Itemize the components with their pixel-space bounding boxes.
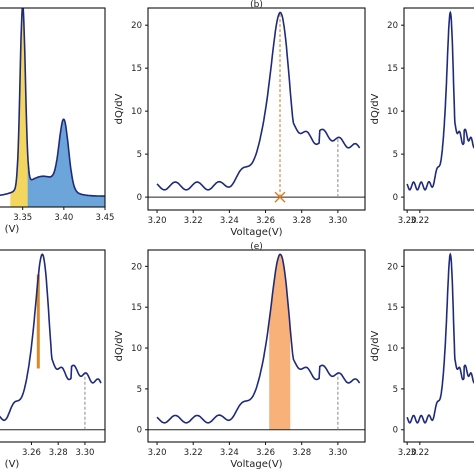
y-tick-label: 5 [393, 150, 398, 160]
y-axis-label: dQ/dV [370, 93, 381, 124]
y-tick-label: 20 [387, 21, 398, 31]
x-tick-label: 3.28 [49, 448, 68, 458]
x-tick-label: 3.22 [184, 448, 203, 458]
series-line [406, 252, 474, 424]
x-tick-label: 3.20 [148, 216, 167, 226]
y-tick-label: 0 [393, 193, 398, 203]
panel-label: (b) [250, 0, 263, 10]
y-tick-label: 0 [137, 193, 142, 203]
x-axis-label: (V) [5, 224, 20, 235]
y-tick-label: 15 [387, 64, 398, 74]
x-tick-label: 3.28 [292, 448, 311, 458]
panel-d: 3.26 3.28 3.30 (V) [0, 249, 106, 470]
y-tick-label: 5 [137, 150, 142, 160]
x-tick-label: 3.26 [256, 448, 275, 458]
x-tick-label: 3.30 [328, 448, 347, 458]
x-tick-label: 3.30 [75, 448, 94, 458]
plot-area-d [0, 253, 105, 431]
plot-area-e [148, 253, 365, 431]
x-tick-label: 3.40 [54, 213, 73, 223]
series-line [0, 253, 102, 422]
y-axis-label: dQ/dV [370, 330, 381, 361]
y-tick-label: 20 [387, 262, 398, 272]
y-tick-label: 10 [131, 107, 142, 117]
panel-a: 3.35 3.40 3.45 (V) [0, 7, 115, 235]
y-tick-label: 10 [387, 344, 398, 354]
x-tick-label: 3.22 [410, 216, 429, 226]
series-line [0, 8, 105, 197]
panel-c: 3.203.22 0 5 10 15 20 dQ/dV [370, 7, 474, 226]
axes-frame [147, 249, 366, 443]
x-tick-label: 3.20 [148, 448, 167, 458]
fill-area-0 [10, 8, 28, 207]
x-tick-label: 3.22 [184, 216, 203, 226]
y-tick-label: 15 [387, 303, 398, 313]
series-line [156, 11, 361, 191]
x-tick-label: 3.26 [256, 216, 275, 226]
y-tick-label: 15 [131, 303, 142, 313]
x-tick-label: 3.22 [410, 448, 429, 458]
x-axis-label: (V) [5, 459, 20, 470]
fill-area-1 [27, 119, 105, 207]
plot-area-c [406, 10, 474, 191]
x-axis-label: Voltage(V) [230, 459, 282, 470]
x-tick-label: 3.24 [220, 448, 239, 458]
axes-frame [0, 249, 106, 443]
x-axis-label: Voltage(V) [230, 227, 282, 238]
highlight-bar [36, 274, 40, 369]
y-axis-label: dQ/dV [114, 330, 125, 361]
y-tick-label: 5 [137, 385, 142, 395]
plot-area-a [0, 8, 105, 207]
series-line [156, 253, 361, 424]
x-marker [274, 191, 286, 203]
series-line [406, 10, 474, 191]
y-tick-label: 0 [393, 426, 398, 436]
y-tick-label: 5 [393, 385, 398, 395]
axes-frame [147, 7, 366, 211]
panel-b: 3.20 3.22 3.24 3.26 3.28 3.30 0 5 10 15 20 Voltage(… [114, 0, 366, 238]
y-tick-label: 15 [131, 64, 142, 74]
x-tick-label: 3.30 [328, 216, 347, 226]
x-tick-label: 3.28 [292, 216, 311, 226]
axes-frame [403, 249, 474, 443]
y-tick-label: 0 [137, 426, 142, 436]
x-tick-label: 3.20 [398, 216, 417, 226]
x-tick-label: 3.26 [22, 448, 41, 458]
y-axis-label: dQ/dV [114, 93, 125, 124]
y-tick-label: 20 [131, 21, 142, 31]
panel-label: (e) [250, 242, 263, 252]
y-tick-label: 10 [131, 344, 142, 354]
y-tick-label: 10 [387, 107, 398, 117]
axes-frame [403, 7, 474, 211]
x-tick-label: 3.35 [13, 213, 32, 223]
x-tick-label: 3.45 [96, 213, 115, 223]
y-tick-label: 20 [131, 262, 142, 272]
x-tick-label: 3.20 [398, 448, 417, 458]
fill-area-0 [269, 254, 291, 430]
panel-e: 3.20 3.22 3.24 3.26 3.28 3.30 0 5 10 15 20 Voltage(… [114, 242, 366, 470]
plot-area-f [406, 252, 474, 424]
axes-frame [0, 7, 106, 208]
plot-area-b [148, 11, 365, 203]
x-tick-label: 3.24 [220, 216, 239, 226]
panel-f: 3.203.22 0 5 10 15 20 dQ/dV [370, 249, 474, 458]
